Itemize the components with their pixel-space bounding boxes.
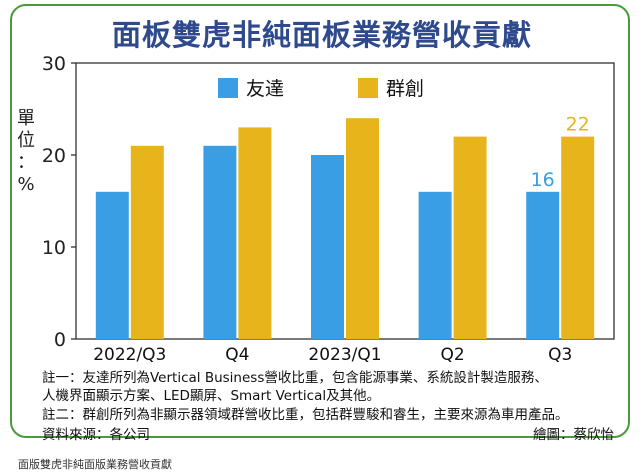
y-axis-label-char: ： [17, 152, 35, 173]
legend-label: 友達 [246, 78, 284, 100]
legend-swatch [358, 78, 378, 98]
bar-innolux [130, 145, 164, 339]
x-tick-label: Q4 [225, 345, 249, 365]
y-tick-label: 20 [42, 145, 66, 167]
x-tick-label: Q3 [548, 345, 572, 365]
note-1-line-2: 人機界面顯示方案、LED顯屏、Smart Vertical及其他。 [42, 388, 381, 404]
x-tick-label: 2023/Q1 [308, 345, 381, 365]
y-axis-label-char: 位 [17, 130, 35, 151]
plot-frame [75, 62, 615, 340]
bar-chart: 0 10 20 30 單位：% 2022/Q3 Q4 2023/Q1 Q2 Q3 16 22 友達 群… [17, 53, 615, 365]
infographic-card: 面板雙虎非純面板業務營收貢獻 0 10 20 30 單位：% 2022/Q3 Q4 2023/… [10, 4, 630, 443]
y-axis-label-char: 單 [17, 108, 35, 129]
bar-innolux [346, 118, 379, 339]
note-2: 註二：群創所列為非顯示器領域群營收比重，包括群豐駿和睿生，主要來源為車用產品。 [42, 407, 569, 423]
chart-title: 面板雙虎非純面板業務營收貢獻 [111, 18, 532, 52]
data-label: 22 [566, 114, 590, 136]
y-tick-label: 10 [42, 237, 66, 259]
bar-innolux [238, 127, 272, 340]
bar-innolux [561, 136, 595, 339]
bar-innolux [453, 136, 487, 339]
image-caption: 面版雙虎非純面版業務營收貢獻 [18, 458, 172, 471]
source-note: 資料來源：各公司 [42, 427, 150, 443]
bar-auo [95, 191, 129, 339]
x-tick-label: Q2 [440, 345, 464, 365]
note-1-line-1: 註一：友達所列為Vertical Business營收比重，包含能源事業、系統設… [42, 370, 548, 386]
bar-auo [203, 145, 237, 339]
bar-auo [526, 191, 560, 339]
graphic-credit: 繪圖：蔡欣怡 [533, 427, 614, 443]
legend-label: 群創 [386, 78, 424, 100]
y-tick-label: 30 [42, 53, 66, 75]
y-axis-label-char: % [17, 174, 34, 195]
data-label: 16 [531, 169, 555, 191]
bar-auo [418, 191, 452, 339]
x-tick-label: 2022/Q3 [93, 345, 166, 365]
y-tick-label: 0 [54, 329, 66, 351]
legend-swatch [218, 78, 238, 98]
bar-auo [311, 155, 344, 339]
